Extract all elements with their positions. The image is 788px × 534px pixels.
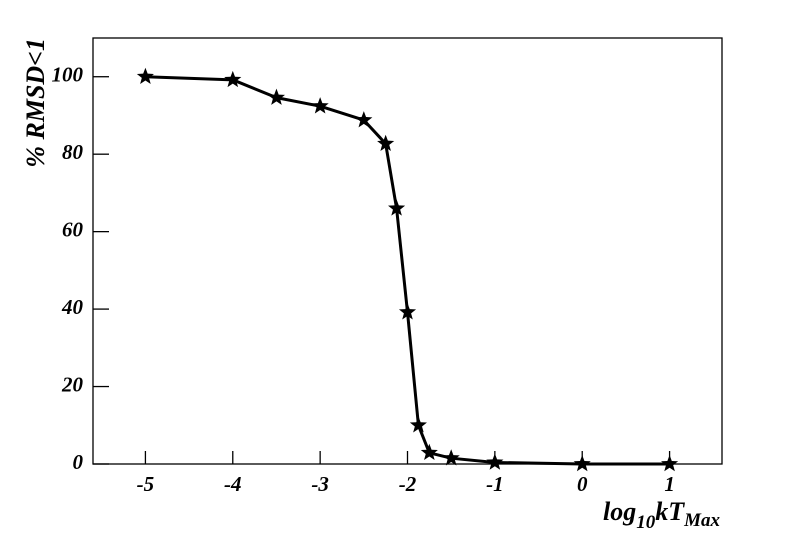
y-tick-label: 60 [62, 217, 84, 241]
star-marker [224, 70, 242, 88]
star-marker [377, 134, 395, 152]
star-marker [388, 199, 406, 216]
x-tick-label: 1 [664, 472, 675, 496]
star-marker [355, 111, 373, 128]
plot-frame [92, 37, 723, 465]
x-tick-label: -4 [224, 472, 242, 496]
x-tick-label: -1 [486, 472, 504, 496]
x-tick-label: -2 [399, 472, 417, 496]
x-title-part: log [603, 497, 636, 526]
x-title-part: kT [655, 497, 685, 526]
star-marker [398, 303, 417, 320]
x-tick-label: 0 [577, 472, 588, 496]
y-tick-label: 80 [62, 140, 84, 164]
star-marker [442, 449, 460, 466]
y-tick-label: 0 [73, 450, 84, 474]
x-tick-label: -5 [137, 472, 155, 496]
star-marker [486, 453, 504, 470]
series-line [145, 75, 670, 466]
x-tick-label: -3 [311, 472, 329, 496]
star-marker [311, 97, 329, 114]
y-tick-label: 20 [61, 372, 84, 396]
x-title-part: Max [683, 510, 720, 531]
y-tick-label: 40 [61, 295, 84, 319]
x-axis-title: log10kTMax [603, 497, 721, 533]
star-marker [409, 416, 427, 433]
star-marker [267, 88, 286, 105]
star-marker [136, 67, 154, 85]
x-title-part: 10 [636, 512, 656, 533]
y-tick-label: 100 [52, 63, 84, 87]
star-marker [661, 455, 679, 472]
y-axis-title: % RMSD<1 [21, 38, 50, 168]
star-marker [573, 455, 591, 472]
star-marker [420, 443, 438, 461]
